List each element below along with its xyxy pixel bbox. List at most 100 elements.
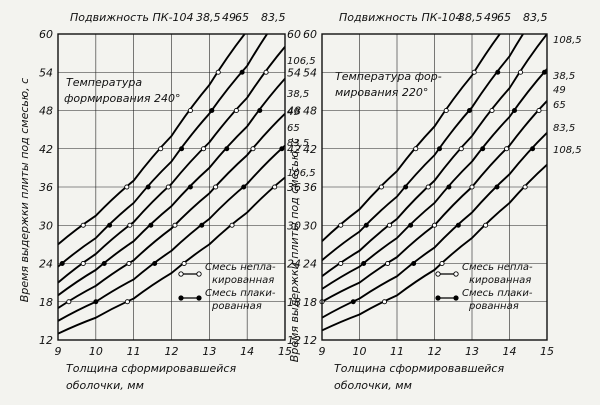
series-line-1 xyxy=(58,34,246,246)
legend-marker-plasticized-b xyxy=(453,295,459,301)
series-marker-7-y30 xyxy=(229,222,235,228)
series-line-5 xyxy=(58,113,285,309)
y-tick-label-60: 60 xyxy=(303,28,317,41)
legend-marker-unplasticized-a xyxy=(178,271,184,277)
y-tick-label-mid-30: 30 xyxy=(287,219,301,232)
x-tick-label-12: 12 xyxy=(428,345,442,358)
series-marker-2-y24 xyxy=(59,260,65,266)
series-marker-4-y48 xyxy=(257,108,263,114)
header-value-right-2: 49 xyxy=(484,11,498,24)
x-tick-label-9: 9 xyxy=(55,345,62,358)
series-marker-2-y54 xyxy=(239,69,245,75)
y-tick-label-mid-48: 48 xyxy=(287,105,301,118)
y-tick-label-mid-42: 42 xyxy=(287,143,301,156)
series-marker-1-y54 xyxy=(471,69,477,75)
series-marker-6-y42 xyxy=(530,146,536,152)
x-tick-label-12: 12 xyxy=(165,345,179,358)
series-marker-6-y18 xyxy=(350,299,356,305)
plot-frame-right xyxy=(321,33,548,341)
legend-symbols-left xyxy=(178,271,202,301)
legend-right: Смесь непла- кированная Смесь плаки- ров… xyxy=(462,262,533,312)
series-marker-6-y24 xyxy=(411,260,417,266)
series-marker-2-y30 xyxy=(107,222,113,228)
legend-symbols-right xyxy=(435,271,459,301)
series-marker-5-y42 xyxy=(250,146,256,152)
series-marker-5-y48 xyxy=(536,107,542,114)
y-tick-label-48: 48 xyxy=(39,105,53,118)
series-marker-5-y24 xyxy=(385,260,391,267)
header-value-left-3: 65 xyxy=(235,11,249,24)
series-marker-3-y36 xyxy=(425,184,431,190)
y-tick-label-60: 60 xyxy=(39,28,53,41)
series-marker-7-y30 xyxy=(483,222,489,228)
legend-entry-unplasticized-line1: Смесь непла- xyxy=(462,262,533,273)
legend-marker-plasticized-a xyxy=(435,295,441,301)
y-tick-label-mid-24: 24 xyxy=(287,258,301,271)
series-marker-7-y18 xyxy=(381,299,388,305)
series-marker-1-y54 xyxy=(215,69,221,75)
series-marker-2-y42 xyxy=(436,146,442,152)
series-marker-6-y42 xyxy=(279,146,285,152)
series-line-4 xyxy=(58,77,285,297)
series-marker-1-y48 xyxy=(187,107,193,114)
series-line-3 xyxy=(58,46,285,284)
series-marker-3-y24 xyxy=(80,260,86,267)
series-marker-3-y48 xyxy=(233,107,239,114)
series-markers-left xyxy=(59,69,285,305)
series-marker-1-y48 xyxy=(443,107,449,114)
series-marker-2-y48 xyxy=(209,108,215,114)
tick-labels-left: 12 18 24 30 36 42 48 54 60 9 10 11 12 13 14 15 xyxy=(39,28,292,358)
x-axis-label-right-line1: Толщина сформировавшейся xyxy=(334,362,504,375)
series-marker-1-y36 xyxy=(378,184,384,190)
y-tick-label-42: 42 xyxy=(303,143,317,156)
series-marker-4-y30 xyxy=(408,222,414,228)
series-marker-1-y30 xyxy=(80,222,86,228)
series-marker-3-y36 xyxy=(165,184,171,190)
series-line-1 xyxy=(322,34,502,242)
x-tick-label-10: 10 xyxy=(353,345,367,358)
header-label-right: Подвижность ПК-104 xyxy=(339,11,463,24)
series-marker-4-y36 xyxy=(187,184,193,190)
panel-left: Подвижность ПК-104 38,5 49 65 83,5 Темпе… xyxy=(18,11,316,392)
right-label-right-3: 49 xyxy=(553,85,566,96)
series-marker-7-y24 xyxy=(181,260,187,267)
y-tick-label-36: 36 xyxy=(303,181,317,194)
x-tick-label-9: 9 xyxy=(319,345,326,358)
plot-frame-left xyxy=(57,33,286,341)
y-tick-label-12: 12 xyxy=(303,334,317,347)
series-marker-5-y30 xyxy=(172,222,178,228)
y-tick-label-18: 18 xyxy=(303,296,317,309)
annotation-right-line2: мирования 220° xyxy=(335,86,428,99)
series-marker-5-y30 xyxy=(431,222,438,228)
series-marker-6-y18 xyxy=(93,299,99,305)
header-value-left-1: 38,5 xyxy=(196,11,221,24)
series-marker-1-y42 xyxy=(413,146,419,152)
series-marker-2-y48 xyxy=(466,108,472,114)
right-label-left-2: 38,5 xyxy=(287,89,309,100)
series-marker-5-y42 xyxy=(504,146,510,152)
series-marker-7-y36 xyxy=(272,184,278,190)
y-tick-label-12: 12 xyxy=(39,334,53,347)
header-value-right-1: 38,5 xyxy=(458,11,483,24)
legend-marker-unplasticized-a xyxy=(435,271,441,277)
y-axis-label-left: Время выдержки плиты под смесью, с xyxy=(18,78,31,302)
x-tick-label-15: 15 xyxy=(540,345,554,358)
x-tick-label-13: 13 xyxy=(202,345,216,358)
right-label-right-1: 108,5 xyxy=(553,35,582,46)
series-marker-3-y54 xyxy=(517,69,524,75)
series-marker-7-y24 xyxy=(439,260,445,267)
legend-marker-plasticized-b xyxy=(196,295,202,301)
y-tick-label-54: 54 xyxy=(303,66,317,79)
y-tick-label-36: 36 xyxy=(39,181,53,194)
header-value-left-2: 49 xyxy=(222,11,236,24)
series-group-left xyxy=(58,34,285,335)
series-marker-3-y54 xyxy=(263,69,269,75)
series-marker-6-y36 xyxy=(241,184,247,190)
series-marker-7-y18 xyxy=(124,299,130,305)
legend-marker-unplasticized-b xyxy=(196,271,202,277)
series-marker-6-y36 xyxy=(494,184,500,190)
right-label-right-2: 38,5 xyxy=(553,71,575,82)
right-label-left-1: 106,5 xyxy=(287,56,316,67)
series-marker-3-y42 xyxy=(200,146,207,152)
